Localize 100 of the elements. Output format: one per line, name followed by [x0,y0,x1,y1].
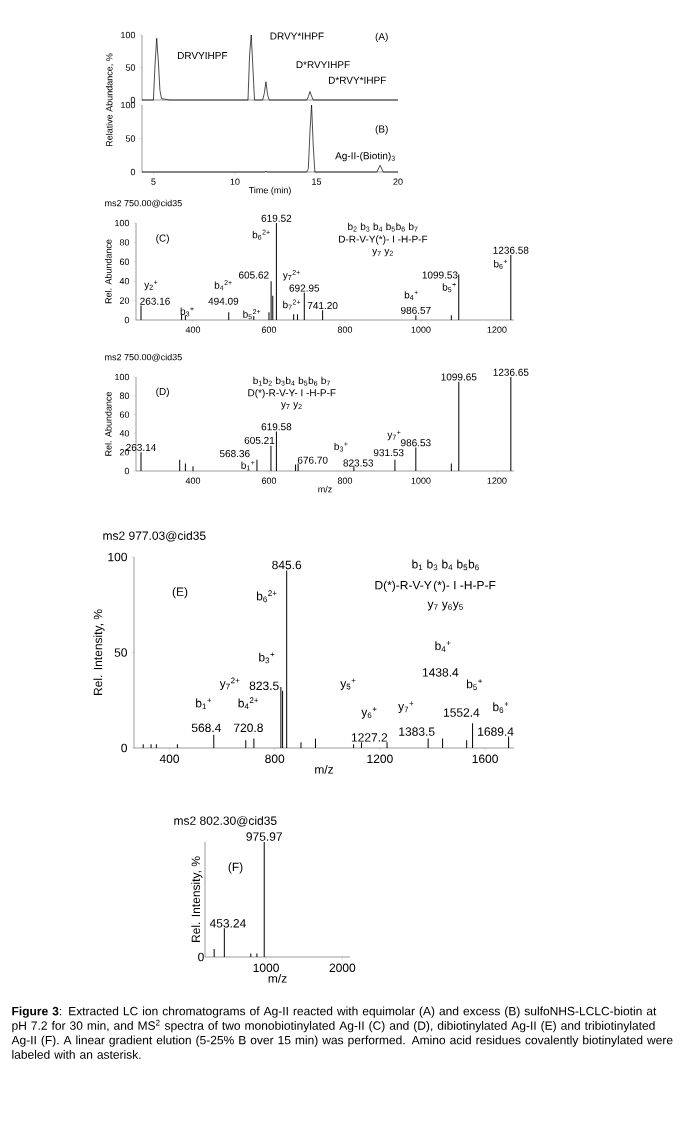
annotation: 931.53 [373,449,404,457]
y-tick-label: 20 [119,449,130,456]
y-axis-title: Rel. Intensity, % [93,609,105,695]
annotation: 1383.5 [399,727,435,736]
annotation: D-R-V-Y(*)- I -H-P-F [339,235,428,245]
annotation: (E) [172,587,188,599]
x-tick-label: 1200 [487,477,507,484]
annotation: y$_{6}$+ [361,707,377,719]
annotation: 1236.58 [493,246,529,254]
annotation: (C) [156,234,169,244]
x-tick-label: 600 [261,477,277,484]
annotation: Ag-II-(Biotin)$_{3}$ [335,151,395,162]
annotation: b$_{3}$+ [259,652,275,664]
annotation: y$_{5}$+ [340,678,356,691]
annotation: 676.70 [297,456,328,464]
x-axis-title: m/z [268,973,287,983]
annotation: (A) [375,32,388,43]
annotation: D*RVYIHPF [296,61,350,69]
x-tick-label: 600 [261,326,277,333]
y-axis-title: Rel. Abundance [104,239,112,304]
annotation: (F) [228,862,243,874]
y-tick-label: 50 [125,135,136,142]
annotation: 823.5 [249,681,279,690]
annotation: 823.53 [343,459,374,467]
annotation: b$_{6}$2+ [256,590,277,603]
annotation: 1099.65 [441,373,477,381]
x-tick-label: 15 [312,178,322,185]
annotation: D*RVY*IHPF [328,76,386,84]
x-tick-label: 1200 [367,754,393,764]
chart-title: ms2 750.00@cid35 [105,199,182,208]
y-axis-title: Rel. Intensity, % [191,856,203,942]
text: b$_{1}$b$_{2}$ b$_{3}$b$_{4}$ b$_{5}$b$_{6}$ b$_{7}$ [253,376,330,386]
annotation: (D) [156,387,169,397]
annotation: 1552.4 [443,708,480,717]
x-tick-label: 20 [393,178,403,185]
x-tick-label: 800 [337,477,353,484]
annotation: D(*)-R-V-Y [375,580,432,592]
annotation: y$_{7}$+ [398,701,414,713]
annotation: 568.4 [191,723,221,733]
y-tick-label: 20 [119,297,130,304]
annotation: DRVY*IHPF [270,32,324,40]
y-tick-label: 40 [119,278,130,285]
text: 0 [198,952,204,962]
x-axis-title: m/z [318,485,332,493]
annotation: 263.16 [140,297,170,305]
y-tick-label: 80 [119,239,130,246]
annotation: 975.97 [246,832,282,841]
annotation: 1099.53 [422,271,458,279]
y-tick-label: 40 [119,430,130,437]
y-tick-label: 100 [115,373,130,381]
x-tick-label: 400 [159,754,180,764]
x-tick-label: 800 [337,326,353,333]
annotation: D(*)-R-V-Y- I -H-P-F [248,388,336,399]
annotation: 986.53 [401,439,431,447]
x-tick-label: 5 [151,178,156,185]
annotation: y$_{7}$ y$_{6}$y$_{5}$ [427,601,463,611]
y-tick-label: 100 [121,31,136,39]
y-tick-label: 0 [130,168,136,176]
annotation: DRVYIHPF [177,52,228,59]
y-tick-label: 60 [119,411,130,418]
y-tick-label: 0 [124,467,130,475]
y-axis-title: Rel. Abundance [104,391,112,456]
x-tick-label: 400 [185,477,201,484]
annotation: 619.58 [261,423,292,431]
y-tick-label: 0 [130,96,136,104]
text: Figure 3: Extracted LC ion chromatograms of Ag-II reacted with equimolar (A) and excess (B) sulfoNHS-LCLC-biotin at pH 7.2 for 30 min, and MS$^{2}$ spectra of two monobiotinylated Ag-II (C) and (D), dibiotinylated Ag-II (E) and tribiotinylated Ag-II (F). A linear gradient elution (5-25% B over 15 min) was performed. Amino acid residues covalently biotinylated were labeled with an asterisk. [11,1006,673,1059]
annotation: y$_{7}$ y$_{2}$ [281,402,302,410]
annotation: 568.36 [219,450,250,458]
annotation: 605.62 [238,271,269,279]
annotation: 619.52 [261,214,292,222]
chart-title: ms2 750.00@cid35 [105,353,182,362]
y-tick-label: 80 [119,392,130,399]
annotation: (B) [375,125,388,135]
annotation: 263.14 [126,443,156,451]
x-tick-label: 10 [230,178,240,185]
y-tick-label: 100 [121,101,136,109]
annotation: 1689.4 [478,727,514,736]
annotation: 494.09 [208,297,239,305]
annotation: 692.95 [289,284,320,292]
annotation: 845.6 [272,560,302,570]
annotation: b$_{1}$+ [196,698,212,710]
annotation: 605.21 [244,436,275,444]
y-tick-label: 0 [121,743,127,753]
annotation: (*)- I -H-P-F [433,580,496,592]
y-tick-label: 100 [115,219,130,227]
x-tick-label: 1000 [253,963,279,973]
annotation: b$_{4}$+ [435,641,451,652]
x-tick-label: 400 [185,326,201,333]
chart-title: ms2 977.03@cid35 [103,531,206,542]
chart-title: ms2 802.30@cid35 [174,816,277,827]
x-tick-label: 1000 [411,326,431,333]
y-tick-label: 60 [119,258,130,265]
annotation: 1236.65 [493,368,529,376]
annotation: y$_{7}$2+ [219,677,240,691]
annotation: 986.57 [401,306,431,314]
x-axis-title: m/z [315,764,334,774]
text: b$_{2}$ b$_{3}$ b$_{4}$ b$_{5}$b$_{6}$ b$_{7}$ [348,222,418,232]
annotation: 741.20 [307,302,338,310]
annotation: b$_{4}$2+ [238,697,259,710]
y-tick-label: 50 [114,648,127,657]
